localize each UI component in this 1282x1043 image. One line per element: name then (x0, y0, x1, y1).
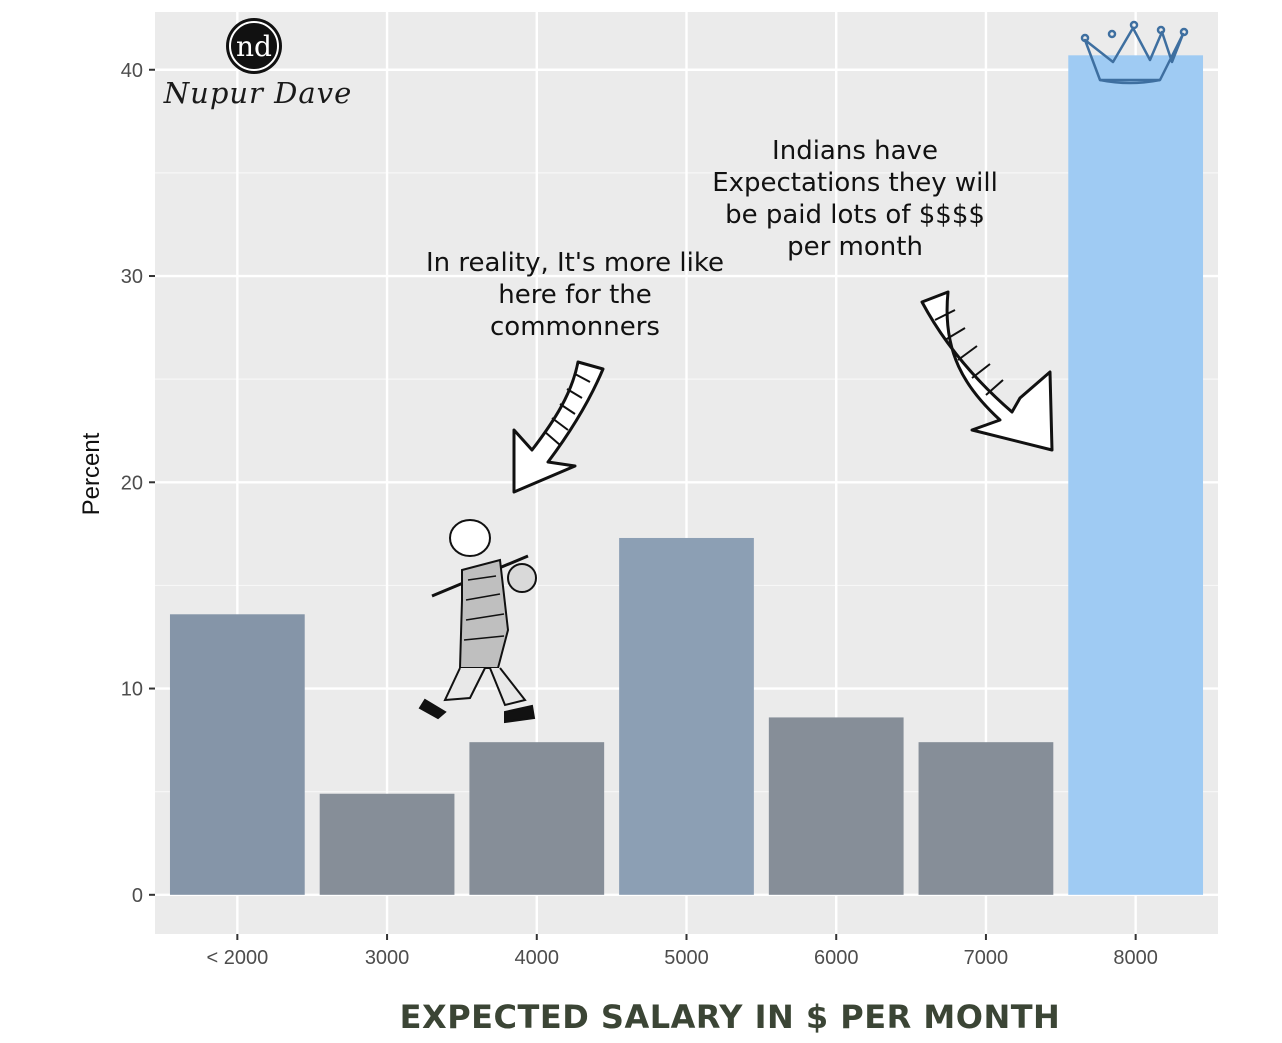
arrow-icon (512, 360, 605, 494)
x-tick-label: < 2000 (206, 947, 268, 969)
y-tick-label: 40 (121, 60, 143, 82)
y-axis-title: Percent (78, 432, 105, 516)
y-tick-label: 10 (121, 679, 143, 701)
walking-man-illustration (418, 519, 537, 724)
arrow-icon (920, 290, 1054, 452)
x-tick-label: 6000 (814, 947, 859, 969)
bar-3000 (319, 793, 455, 895)
bar-7000 (918, 742, 1054, 895)
logo-monogram: nd (236, 30, 272, 63)
x-axis-title: EXPECTED SALARY IN $ PER MONTH (399, 998, 1061, 1036)
bar-5000 (619, 537, 754, 895)
y-tick-label: 30 (121, 266, 143, 288)
bar-2000 (169, 614, 305, 895)
logo-icon: nd (226, 18, 282, 74)
x-tick-label: 5000 (664, 947, 709, 969)
x-tick-label: 7000 (964, 947, 1009, 969)
x-tick-label: 8000 (1113, 947, 1158, 969)
bar-6000 (768, 717, 904, 895)
y-tick-label: 0 (132, 885, 143, 907)
annotation-reality: In reality, It's more like here for the … (425, 248, 725, 342)
brand-signature: Nupur Dave (163, 76, 353, 110)
x-tick-label: 4000 (515, 947, 560, 969)
y-tick-label: 20 (121, 472, 143, 494)
y-axis: 0 10 20 30 40 (121, 60, 155, 907)
x-tick-label: 3000 (365, 947, 410, 969)
crown-icon (1080, 20, 1189, 85)
bar-8000 (1068, 55, 1204, 895)
bars (169, 55, 1204, 895)
annotation-expectations: Indians have Expectations they will be p… (712, 136, 998, 262)
x-axis: < 2000 3000 4000 5000 6000 7000 8000 (206, 934, 1158, 969)
bar-4000 (469, 742, 605, 895)
